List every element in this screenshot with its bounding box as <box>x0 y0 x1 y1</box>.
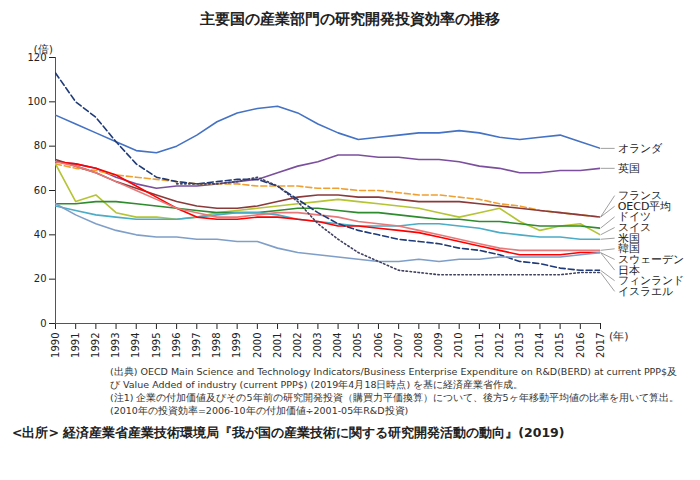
svg-text:スウェーデン: スウェーデン <box>617 253 684 266</box>
svg-text:オランダ: オランダ <box>618 142 663 155</box>
svg-text:80: 80 <box>34 140 47 151</box>
svg-text:OECD平均: OECD平均 <box>617 199 672 213</box>
svg-text:2001: 2001 <box>272 333 283 358</box>
svg-text:2007: 2007 <box>393 333 404 358</box>
svg-text:2006: 2006 <box>373 333 384 358</box>
svg-text:1995: 1995 <box>151 333 162 358</box>
svg-text:2014: 2014 <box>534 333 545 358</box>
svg-text:2013: 2013 <box>514 333 525 358</box>
svg-text:2009: 2009 <box>433 333 444 358</box>
svg-text:120: 120 <box>27 51 47 63</box>
svg-text:(年): (年) <box>609 330 629 343</box>
svg-text:2000: 2000 <box>252 333 263 358</box>
svg-text:1991: 1991 <box>70 333 81 358</box>
svg-text:韓国: 韓国 <box>617 242 640 256</box>
svg-text:1993: 1993 <box>110 333 121 358</box>
svg-text:スイス: スイス <box>617 221 651 234</box>
svg-text:2003: 2003 <box>312 333 323 358</box>
svg-text:イスラエル: イスラエル <box>617 284 673 298</box>
svg-text:2012: 2012 <box>494 333 505 358</box>
svg-text:40: 40 <box>34 229 47 240</box>
svg-text:100: 100 <box>27 96 46 107</box>
svg-text:20: 20 <box>34 273 47 284</box>
svg-text:2016: 2016 <box>575 333 586 358</box>
html-text:(注1) 企業の付加価値及びその5年前の研究開発投資（購買力: (注1) 企業の付加価値及びその5年前の研究開発投資（購買力平価換算）について、… <box>110 392 679 403</box>
svg-text:米国: 米国 <box>617 231 640 245</box>
svg-text:1999: 1999 <box>231 333 242 358</box>
svg-text:2017: 2017 <box>595 333 606 358</box>
svg-text:フランス: フランス <box>618 189 662 202</box>
svg-text:1998: 1998 <box>211 333 222 358</box>
svg-text:1990: 1990 <box>50 333 61 358</box>
svg-text:フィンランド: フィンランド <box>617 274 684 288</box>
html-text:(2010年の投資効率=2006-10年の付加価値÷2001: (2010年の投資効率=2006-10年の付加価値÷2001-05年R&D投資) <box>110 405 409 416</box>
svg-text:60: 60 <box>34 185 47 196</box>
svg-text:日本: 日本 <box>617 263 640 277</box>
svg-text:1992: 1992 <box>90 333 101 358</box>
html-text:(出典) OECD Main Science and Tec: (出典) OECD Main Science and Technology In… <box>110 366 678 390</box>
svg-text:2005: 2005 <box>352 333 363 358</box>
svg-text:2010: 2010 <box>453 333 464 358</box>
svg-text:2004: 2004 <box>332 333 343 358</box>
svg-text:1996: 1996 <box>171 333 182 358</box>
svg-text:2008: 2008 <box>413 333 424 358</box>
html-text:<出所> 経済産業省産業技術環境局『我が国の産業技術に関する: <出所> 経済産業省産業技術環境局『我が国の産業技術に関する研究開発活動の動向』… <box>12 425 565 440</box>
svg-text:2015: 2015 <box>554 333 565 358</box>
svg-text:1994: 1994 <box>130 333 141 358</box>
html-text:主要国の産業部門の研究開発投資効率の推移: 主要国の産業部門の研究開発投資効率の推移 <box>200 10 500 28</box>
svg-text:英国: 英国 <box>618 162 640 175</box>
svg-text:0: 0 <box>40 318 46 329</box>
svg-text:2011: 2011 <box>474 333 485 358</box>
svg-text:(倍): (倍) <box>34 43 54 56</box>
svg-text:ドイツ: ドイツ <box>617 210 651 224</box>
svg-text:1997: 1997 <box>191 333 202 358</box>
svg-text:2002: 2002 <box>292 333 303 358</box>
